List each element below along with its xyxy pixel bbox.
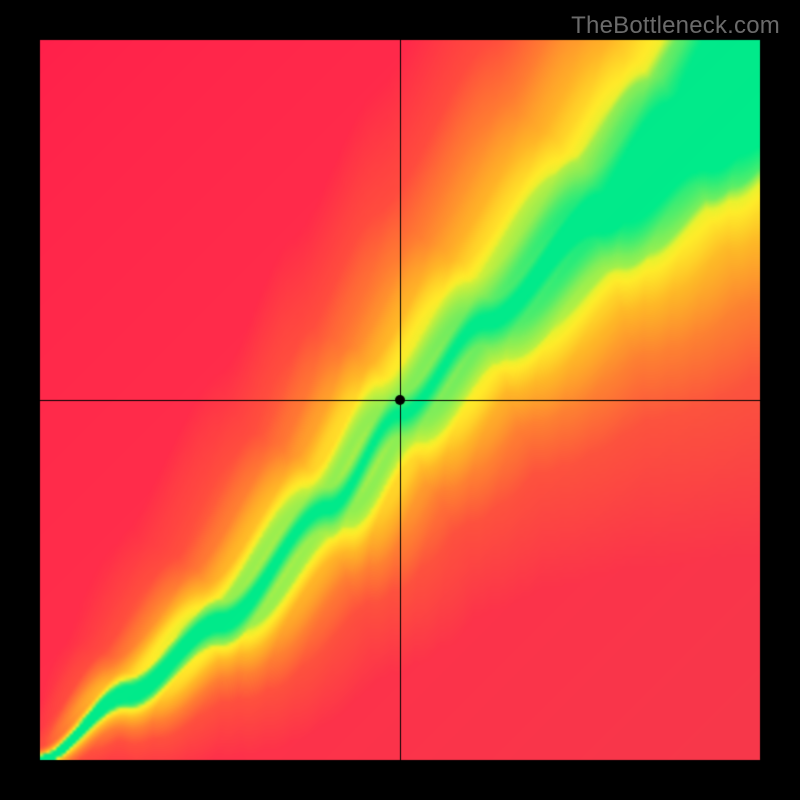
chart-container: TheBottleneck.com [0,0,800,800]
heatmap-canvas [0,0,800,800]
watermark-text: TheBottleneck.com [571,12,780,40]
